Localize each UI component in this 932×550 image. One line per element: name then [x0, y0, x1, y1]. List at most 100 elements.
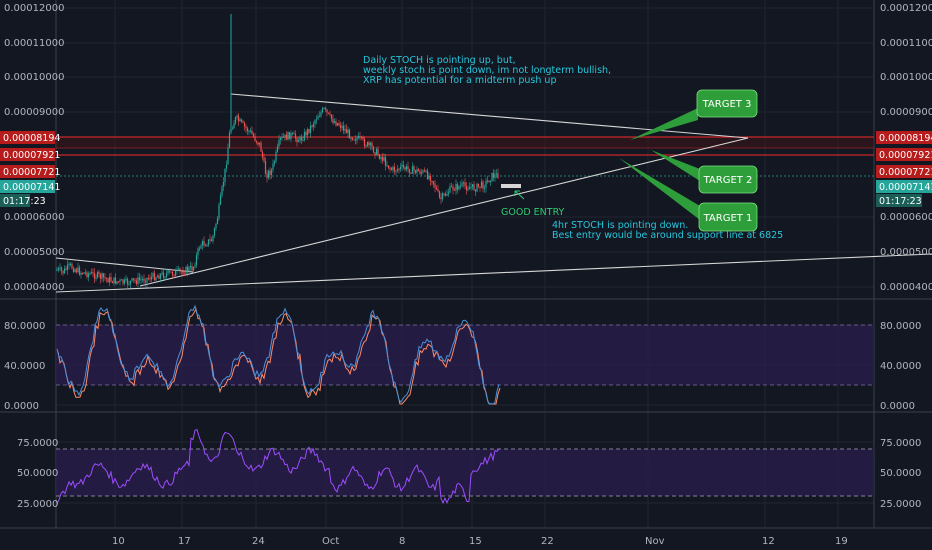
rsi-label: 50.0000: [17, 468, 58, 479]
candle-body: [204, 245, 207, 247]
candle-body: [291, 133, 294, 135]
candle-body: [341, 125, 343, 128]
candle-body: [188, 267, 190, 272]
candle-body: [419, 171, 421, 174]
candle-body: [372, 146, 375, 153]
target-2-box: [698, 165, 758, 194]
candle-body: [239, 119, 241, 122]
current-price-tag[interactable]: [876, 180, 932, 193]
candle-body: [353, 139, 355, 141]
candle-body: [74, 269, 76, 272]
candle-body: [464, 182, 466, 187]
candle-body: [467, 189, 469, 191]
resistance-tag[interactable]: [0, 165, 55, 178]
target-2-callout[interactable]: TARGET 2: [651, 150, 758, 194]
candle-body: [98, 272, 100, 275]
price-label: 0.00009000: [880, 107, 932, 118]
candle-body: [465, 186, 468, 191]
stoch-k-line[interactable]: [56, 304, 500, 405]
candle-body: [452, 186, 454, 190]
current-price-tag[interactable]: [0, 180, 55, 193]
candle-body: [108, 277, 111, 283]
candle-body: [248, 130, 250, 132]
candle-body: [444, 193, 447, 196]
resistance-tag[interactable]: [876, 165, 932, 178]
resistance-tag-text: 0.00008194: [3, 133, 60, 144]
candle-body: [227, 148, 229, 165]
long-support-line[interactable]: [55, 253, 932, 293]
candle-body: [221, 186, 223, 196]
candle-body: [335, 121, 337, 126]
rsi-band: [56, 449, 874, 496]
resistance-tag[interactable]: [0, 131, 55, 144]
resistance-tag[interactable]: [0, 148, 55, 161]
candle-body: [81, 273, 84, 275]
resistance-tag-text: 0.00008194: [879, 133, 932, 144]
left-price-axis[interactable]: 0.00012000 0.00011000 0.00010000 0.00009…: [4, 3, 64, 293]
candle-body: [273, 161, 276, 164]
upper-triangle-line[interactable]: [230, 93, 749, 139]
resistance-tag[interactable]: [876, 148, 932, 161]
candle-body: [468, 187, 471, 190]
candle-body: [120, 279, 123, 281]
candle-body: [102, 273, 105, 278]
price-grid: [56, 0, 874, 528]
candle-body: [246, 128, 249, 132]
candle-body: [494, 174, 496, 178]
candle-body: [326, 109, 328, 113]
candle-body: [83, 272, 85, 274]
candle-body: [179, 268, 181, 271]
stoch-axis[interactable]: 80.0000 40.0000 0.0000 80.0000 40.0000 0…: [4, 321, 921, 412]
candle-body: [176, 269, 178, 271]
candle-body: [197, 248, 199, 256]
candle-body: [134, 279, 136, 281]
candle-body: [395, 170, 397, 172]
candle-body: [380, 157, 382, 159]
candle-body: [327, 112, 330, 114]
candle-body: [261, 151, 264, 158]
resistance-tag[interactable]: [876, 131, 932, 144]
candle-body: [396, 168, 399, 171]
candle-body: [456, 184, 459, 190]
candle-body: [318, 116, 321, 118]
price-label: 0.00006000: [4, 212, 64, 223]
hour-note: 4hr STOCH is pointing down. Best entry w…: [552, 220, 783, 241]
candle-body: [266, 174, 268, 178]
rsi-line[interactable]: [56, 428, 500, 505]
candle-body: [56, 269, 58, 271]
candle-body: [110, 277, 112, 282]
lower-support-line[interactable]: [139, 137, 749, 287]
candle-body: [351, 137, 354, 140]
candle-body: [117, 281, 120, 283]
trend-lines: [55, 93, 932, 293]
early-resistance-line[interactable]: [55, 257, 194, 273]
right-price-axis[interactable]: 0.00012000 0.00011000 0.00010000 0.00009…: [880, 3, 932, 293]
date-axis[interactable]: 10 17 24 Oct 8 15 22 Nov 12 19: [112, 536, 848, 547]
target-1-callout[interactable]: TARGET 1: [619, 158, 758, 232]
candle-body: [87, 273, 90, 278]
candle-body: [368, 141, 370, 146]
target-3-callout[interactable]: TARGET 3: [630, 89, 758, 140]
hour-note-line: 4hr STOCH is pointing down.: [552, 220, 688, 231]
candle-body: [315, 119, 318, 121]
candle-body: [401, 164, 403, 167]
countdown-tag: [0, 194, 30, 207]
candle-body: [165, 273, 168, 277]
candle-body: [320, 112, 322, 117]
candle-body: [425, 170, 427, 172]
candle-body: [174, 270, 177, 277]
resistance-zone[interactable]: [56, 137, 874, 148]
stoch-d-line[interactable]: [57, 307, 501, 405]
rsi-axis[interactable]: 75.0000 50.0000 25.0000 75.0000 50.0000 …: [17, 438, 921, 510]
candle-body: [399, 166, 402, 170]
candle-body: [486, 180, 489, 182]
candle-body: [207, 239, 210, 246]
countdown-tag: [876, 194, 922, 207]
candle-body: [71, 263, 73, 269]
candle-body: [171, 271, 174, 276]
target-2-label: TARGET 2: [703, 175, 753, 186]
candle-body: [345, 129, 348, 134]
entry-marker[interactable]: [501, 184, 521, 188]
candle-body: [149, 278, 151, 280]
target-2-pointer: [651, 150, 700, 181]
